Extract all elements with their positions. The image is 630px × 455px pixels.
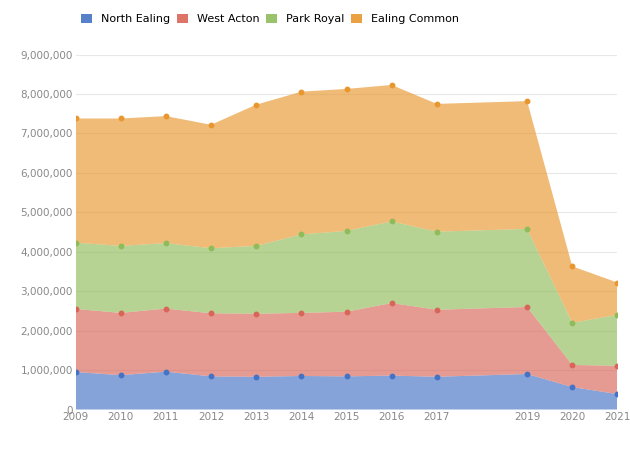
Legend: North Ealing, West Acton, Park Royal, Ealing Common: North Ealing, West Acton, Park Royal, Ea… <box>81 14 459 25</box>
